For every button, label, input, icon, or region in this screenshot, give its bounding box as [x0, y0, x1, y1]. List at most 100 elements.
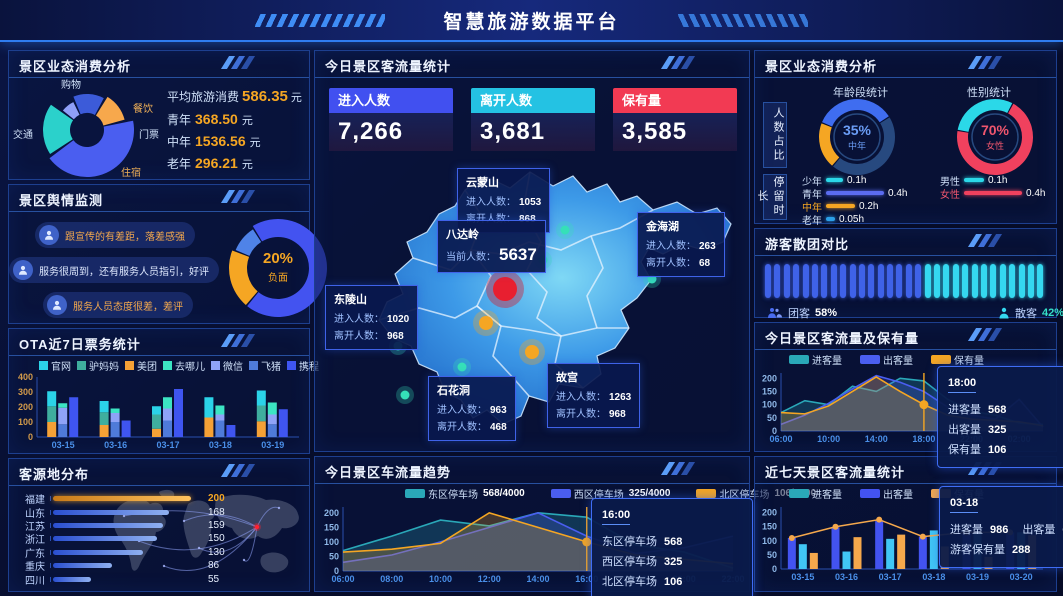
bar-驴妈妈[interactable] [256, 405, 266, 422]
bar-携程[interactable] [174, 389, 183, 437]
sentiment-donut-chart[interactable]: 20% 负面 [219, 212, 337, 324]
bar-携程[interactable] [226, 425, 236, 437]
bar-美团[interactable] [152, 428, 161, 437]
bar-微信[interactable] [163, 408, 172, 421]
trend-dot[interactable] [876, 516, 883, 523]
panel-deco-icon [220, 334, 256, 347]
origin-row[interactable]: 江苏 159 [15, 519, 225, 533]
bar-去哪儿[interactable] [58, 403, 68, 408]
bar-微信[interactable] [110, 413, 120, 422]
donut-segment[interactable] [819, 123, 840, 166]
donut-segment[interactable] [822, 99, 889, 127]
bar-去哪儿[interactable] [163, 397, 172, 409]
origin-bars-chart[interactable]: 福建 200 山东 168 江苏 159 浙江 150 广东 130 重庆 86 四川 55 [15, 492, 225, 586]
stay-bar-row[interactable]: 中年 0.2h [795, 200, 878, 214]
bar-携程[interactable] [121, 420, 131, 438]
donut-segment[interactable] [235, 229, 262, 256]
bar-携程[interactable] [278, 409, 288, 437]
bar-官网[interactable] [256, 390, 266, 406]
bar-出客量[interactable] [918, 536, 927, 569]
legend-swatch [860, 355, 880, 364]
site-dot-orange[interactable] [525, 345, 539, 359]
stay-bar-row[interactable]: 青年 0.4h [795, 187, 907, 201]
ota-bar-chart[interactable]: 0 100 200 300 400 03-15 03-16 03-17 03-18 03-19 [9, 373, 307, 453]
site-infobox[interactable]: 故宫 进入人数： 1263 离开人数： 968 [547, 363, 641, 428]
donut-segment[interactable] [229, 250, 258, 305]
donut-segment[interactable] [247, 219, 327, 317]
site-dot-red[interactable] [493, 277, 517, 301]
donut-segment[interactable] [95, 96, 125, 126]
x-tick-label: 14:00 [865, 434, 888, 444]
site-infobox[interactable]: 金海湖 进入人数： 263 离开人数： 68 [637, 212, 725, 277]
trend-dot[interactable] [788, 535, 795, 541]
donut-segment[interactable] [49, 120, 135, 177]
bar-美团[interactable] [47, 422, 57, 437]
marker-dot[interactable] [582, 537, 592, 547]
site-infobox[interactable]: 东陵山 进入人数： 1020 离开人数： 968 [325, 285, 419, 350]
bar-保有量[interactable] [853, 537, 862, 569]
stay-bar-row[interactable]: 男性 0.1h [933, 174, 1007, 188]
trend-dot[interactable] [919, 533, 926, 540]
bar-飞猪[interactable] [215, 420, 225, 438]
trend-dot[interactable] [832, 523, 839, 530]
stay-bar-row[interactable]: 老年 0.05h [795, 213, 864, 227]
legend-label: 北区停车场 [719, 490, 770, 501]
bar-飞猪[interactable] [110, 422, 120, 437]
bar-官网[interactable] [99, 401, 109, 413]
bar-出客量[interactable] [875, 521, 884, 569]
bar-驴妈妈[interactable] [152, 414, 161, 429]
site-dot-green[interactable] [457, 362, 467, 372]
donut-segment[interactable] [833, 117, 895, 176]
bar-官网[interactable] [204, 397, 214, 418]
origin-row[interactable]: 福建 200 [15, 492, 225, 506]
bar-进客量[interactable] [798, 544, 807, 569]
bar-飞猪[interactable] [267, 424, 277, 437]
origin-row[interactable]: 广东 130 [15, 546, 225, 560]
bar-飞猪[interactable] [163, 420, 172, 438]
bar-去哪儿[interactable] [215, 405, 225, 415]
bar-进客量[interactable] [886, 538, 895, 569]
origin-row[interactable]: 重庆 86 [15, 559, 225, 573]
consumption-donut-chart[interactable]: 购物 餐饮 门票 住宿 交通 [9, 78, 167, 179]
bar-美团[interactable] [204, 417, 214, 438]
bar-保有量[interactable] [809, 552, 818, 569]
stay-bar-row[interactable]: 少年 0.1h [795, 174, 866, 188]
donut-segment[interactable] [957, 99, 1013, 132]
origin-row[interactable]: 山东 168 [15, 505, 225, 520]
origin-row[interactable]: 浙江 150 [15, 532, 225, 546]
bar-出客量[interactable] [787, 538, 796, 569]
gender-donut-chart[interactable]: 70% 女性 [951, 96, 1039, 178]
bar-美团[interactable] [99, 425, 109, 437]
bar-驴妈妈[interactable] [47, 406, 57, 422]
age-donut-chart[interactable]: 35% 中年 [813, 96, 901, 178]
bar-携程[interactable] [69, 397, 79, 437]
stay-bar-row[interactable]: 女性 0.4h [933, 187, 1045, 201]
bar-官网[interactable] [47, 391, 57, 407]
bar-进客量[interactable] [929, 530, 938, 569]
site-dot-green[interactable] [560, 225, 570, 235]
bar-微信[interactable] [267, 414, 277, 425]
donut-segment[interactable] [62, 102, 80, 120]
site-dot-green[interactable] [400, 390, 410, 400]
donut-segment[interactable] [42, 104, 74, 154]
site-dot-orange[interactable] [479, 316, 493, 330]
bar-保有量[interactable] [897, 534, 906, 569]
site-infobox[interactable]: 石花洞 进入人数： 963 离开人数： 468 [428, 376, 516, 441]
bar-微信[interactable] [215, 414, 225, 421]
bar-出客量[interactable] [831, 527, 840, 569]
bar-进客量[interactable] [842, 551, 851, 569]
donut-segment[interactable] [73, 94, 104, 115]
scenic-map[interactable]: 云蒙山进入人数：1053离开人数：868八达岭当前人数：5637金海湖进入人数：… [315, 158, 749, 452]
donut-segment[interactable] [957, 103, 1033, 175]
origin-row[interactable]: 四川 55 [15, 572, 225, 587]
marker-dot[interactable] [919, 400, 929, 410]
bar-美团[interactable] [256, 421, 266, 437]
bar-官网[interactable] [152, 406, 161, 415]
site-infobox[interactable]: 八达岭 当前人数： 5637 [437, 220, 546, 273]
bar-微信[interactable] [58, 407, 68, 425]
bar-驴妈妈[interactable] [99, 412, 109, 425]
bar-去哪儿[interactable] [110, 408, 120, 414]
group-ratio-bar[interactable] [765, 264, 1063, 298]
bar-飞猪[interactable] [58, 424, 68, 437]
bar-去哪儿[interactable] [267, 402, 277, 415]
